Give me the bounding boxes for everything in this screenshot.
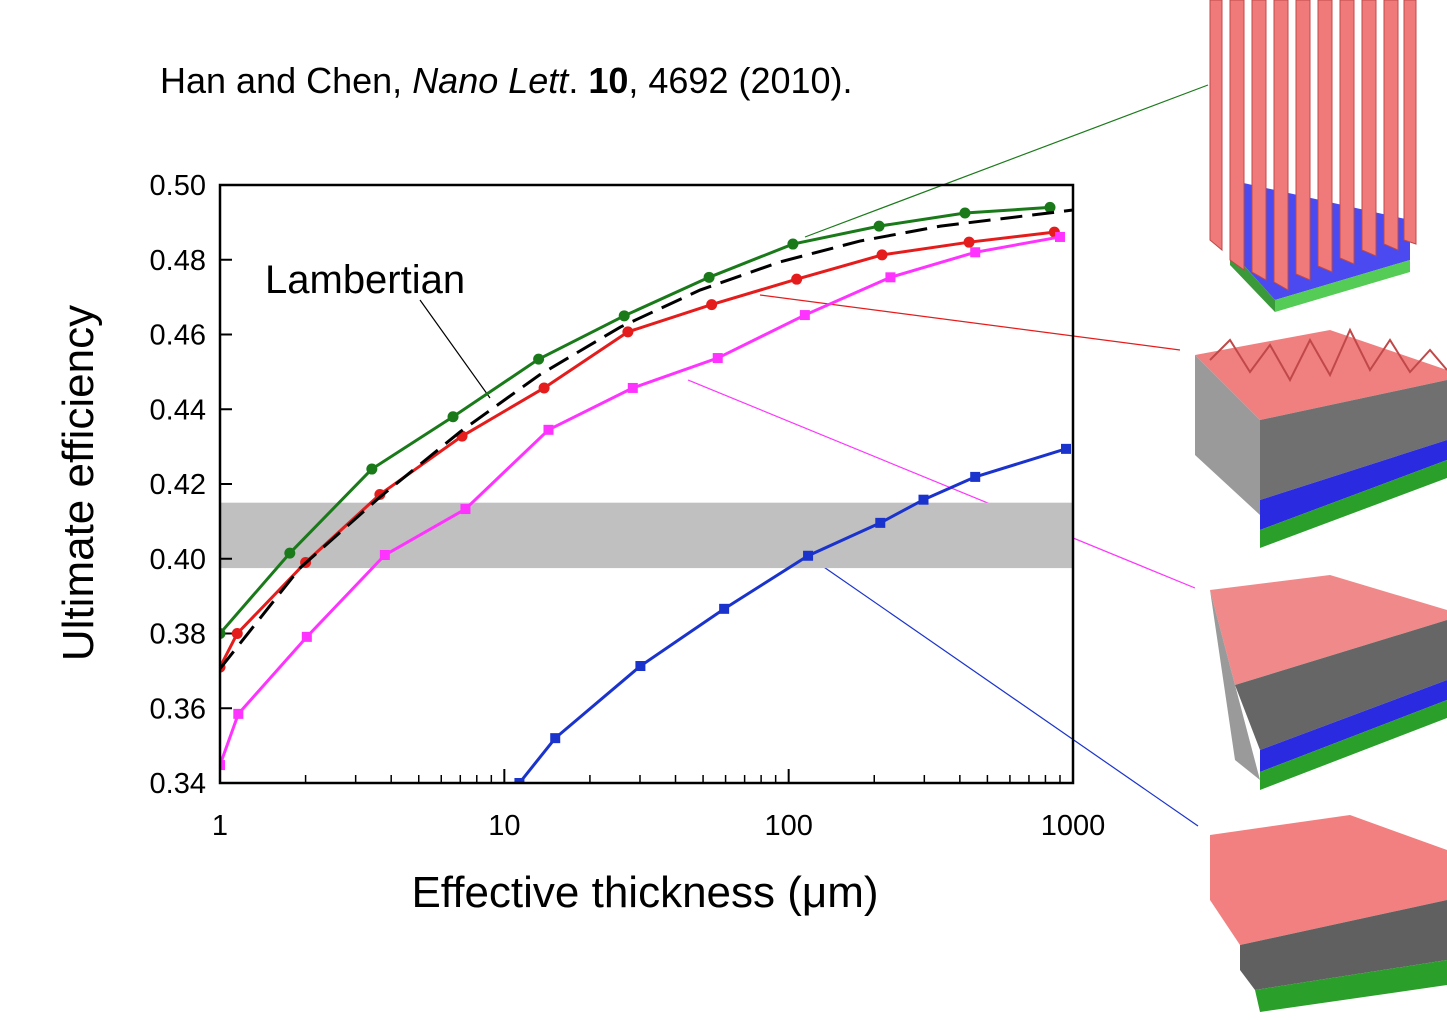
point xyxy=(970,247,981,258)
point xyxy=(706,299,718,311)
point xyxy=(301,631,312,642)
y-tick-label: 0.36 xyxy=(150,693,206,725)
point xyxy=(550,733,561,744)
plot xyxy=(220,201,1073,783)
connector xyxy=(817,562,1199,827)
connector xyxy=(804,84,1209,238)
connector xyxy=(759,294,1181,351)
point xyxy=(379,550,390,561)
citation-part: 10 xyxy=(588,60,628,101)
point xyxy=(885,272,896,283)
citation-part: Nano Lett xyxy=(412,60,570,101)
point xyxy=(233,708,244,719)
point xyxy=(1061,443,1072,454)
point xyxy=(460,504,471,515)
series-line xyxy=(220,235,1061,766)
point xyxy=(787,238,799,250)
point xyxy=(622,326,634,338)
point xyxy=(543,424,554,435)
series-line xyxy=(220,230,1055,668)
x-tick-label: 100 xyxy=(764,810,812,842)
point xyxy=(533,353,545,365)
annotation-pointer xyxy=(419,299,491,399)
x-tick-label: 1 xyxy=(212,810,228,842)
plot-frame xyxy=(218,183,1075,785)
point xyxy=(918,494,929,505)
x-axis-title: Effective thickness (μm) xyxy=(411,868,878,917)
point xyxy=(1044,201,1056,213)
point xyxy=(618,310,630,322)
y-tick-label: 0.46 xyxy=(150,320,206,352)
point xyxy=(284,547,296,559)
annotation: Lambertian xyxy=(265,258,465,302)
point xyxy=(803,550,814,561)
point xyxy=(447,411,459,423)
point xyxy=(791,273,803,285)
y-tick-label: 0.38 xyxy=(150,619,206,651)
planar-structure xyxy=(1210,815,1447,1012)
x-tick-label: 10 xyxy=(488,810,520,842)
y-tick-label: 0.44 xyxy=(150,394,206,426)
pyramid-structure xyxy=(1195,327,1447,548)
citation-part: Han and Chen, xyxy=(160,60,412,101)
point xyxy=(366,463,378,475)
point xyxy=(231,628,243,639)
y-tick-label: 0.42 xyxy=(150,469,206,501)
point xyxy=(959,207,971,219)
point xyxy=(627,382,638,393)
point xyxy=(963,236,975,248)
point xyxy=(873,220,885,232)
point xyxy=(374,488,386,500)
point xyxy=(876,249,888,261)
series-line xyxy=(220,208,1073,670)
inverted-pyramid-structure xyxy=(1210,575,1447,790)
citation-part: . xyxy=(568,60,588,101)
point xyxy=(635,661,646,672)
citation-part: , 4692 (2010). xyxy=(628,60,852,101)
point xyxy=(719,603,730,614)
connector xyxy=(687,379,1196,589)
point xyxy=(712,353,723,364)
point xyxy=(875,517,886,528)
band xyxy=(220,502,1073,569)
citation: Han and Chen, Nano Lett. 10, 4692 (2010)… xyxy=(160,60,853,101)
point xyxy=(514,778,525,783)
nanowire-structure xyxy=(1209,0,1417,312)
y-tick-label: 0.40 xyxy=(150,544,206,576)
y-axis-title: Ultimate efficiency xyxy=(54,305,103,661)
x-tick-label: 1000 xyxy=(1041,810,1106,842)
point xyxy=(970,471,981,482)
point xyxy=(1054,231,1065,242)
point xyxy=(799,310,810,321)
point xyxy=(703,271,715,283)
point xyxy=(220,760,225,771)
y-tick-label: 0.34 xyxy=(150,768,206,800)
y-tick-label: 0.50 xyxy=(150,170,206,202)
y-tick-label: 0.48 xyxy=(150,245,206,277)
point xyxy=(538,382,550,394)
point xyxy=(220,628,226,639)
series-line xyxy=(518,447,1067,783)
